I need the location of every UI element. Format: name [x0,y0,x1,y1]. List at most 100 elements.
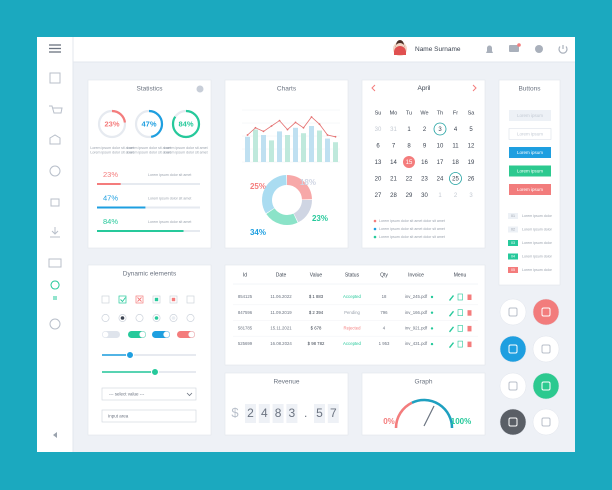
select-arrow [186,392,193,397]
label: 7 [330,406,337,420]
edit-icon[interactable] [449,310,454,317]
checkbox[interactable] [186,295,195,304]
label: 13 [375,160,382,166]
card-title: Revenue [273,379,299,386]
button[interactable] [509,165,551,177]
label: 03 [511,241,515,245]
file-icon[interactable] [457,293,463,301]
nav-icon[interactable] [49,72,61,84]
collapse-button[interactable] [53,432,57,438]
digit-box [314,404,325,423]
delete-icon[interactable] [467,341,472,348]
button[interactable] [509,110,551,121]
toggle-knob [188,331,195,338]
label: 30 [375,127,382,133]
label: 19 [468,160,475,166]
notifications-icon[interactable] [486,45,493,54]
chart-bar [317,130,322,162]
label: Lorem ipsum dolor [522,268,553,272]
menu-button[interactable] [49,44,61,53]
progress-bar [97,230,184,232]
nav-icon[interactable] [50,227,60,238]
label: $ 1 883 [309,294,324,299]
icon-button[interactable] [532,298,560,326]
button[interactable] [508,128,552,140]
radio-dot [120,316,125,320]
nav-icon[interactable] [48,258,62,268]
download-icon[interactable] [430,327,434,330]
download-icon[interactable] [430,342,434,346]
edit-icon[interactable] [449,326,454,333]
download-icon[interactable] [430,311,434,314]
toggle-knob [139,331,146,338]
button[interactable] [509,147,551,158]
nav-icon[interactable] [49,318,61,330]
label: 11.09.2019 [270,310,292,315]
label: Accepted [343,294,362,299]
checkbox[interactable] [118,295,127,304]
slider-knob[interactable] [126,351,134,359]
radio[interactable] [186,314,195,322]
radio[interactable] [135,314,144,322]
icon-button[interactable] [532,335,560,363]
file-icon[interactable] [457,340,463,348]
chart-bar [333,142,338,162]
icon-button[interactable] [532,408,560,436]
user-name[interactable]: Name Surname [415,46,461,53]
file-icon[interactable] [457,325,463,332]
label: 27 [375,193,382,199]
radio-dot [171,316,176,320]
chart-point [302,126,305,129]
delete-icon[interactable] [467,325,472,332]
delete-icon[interactable] [467,294,472,301]
chart-bar [277,131,282,162]
label: $ 2 394 [309,310,324,315]
power-icon[interactable] [558,45,568,54]
info-icon[interactable] [196,85,204,93]
icon-glyph [508,381,518,391]
settings-icon[interactable] [535,45,543,53]
icon-button[interactable] [499,372,527,400]
file-icon[interactable] [457,309,463,317]
label: Lorem ipsum [517,168,543,173]
selected-marker [433,122,447,136]
label: 525699 [238,341,253,346]
button[interactable] [509,184,551,195]
checkbox[interactable] [101,295,110,304]
label: Lorem ipsum [517,113,543,118]
icon-button[interactable] [499,298,527,326]
badge [508,240,518,246]
icon-glyph [508,307,518,317]
label: Lorem ipsum dolor sit amet [148,196,191,200]
edit-icon[interactable] [449,295,454,301]
radio[interactable] [101,314,110,322]
check-fill [154,297,159,302]
label: 84% [103,217,118,226]
label: Tu [406,110,412,116]
label: 5 [469,127,473,133]
edit-icon[interactable] [449,342,454,349]
input[interactable] [101,409,197,423]
next-month[interactable] [472,84,477,92]
chart-point [334,135,337,138]
label: 23% [103,170,118,179]
label: 3 [469,193,473,199]
nav-icon[interactable] [50,198,60,207]
nav-icon[interactable] [49,134,61,145]
nav-icon[interactable] [49,165,61,177]
download-icon[interactable] [430,295,434,299]
slider-knob[interactable] [151,368,159,376]
card [87,79,212,249]
prev-month[interactable] [371,84,376,92]
label: inv_245.pdf [405,294,428,299]
delete-icon[interactable] [467,310,472,316]
select[interactable] [101,387,197,401]
label: 0% [383,417,395,426]
label: Lorem ipsum dolor sit amet [127,146,170,150]
mail-icon[interactable] [509,45,519,52]
icon-button[interactable] [499,408,527,436]
nav-icon[interactable] [49,105,63,114]
icon-button[interactable] [532,372,560,400]
icon-button[interactable] [499,335,527,363]
nav-icon-active[interactable] [50,280,60,300]
